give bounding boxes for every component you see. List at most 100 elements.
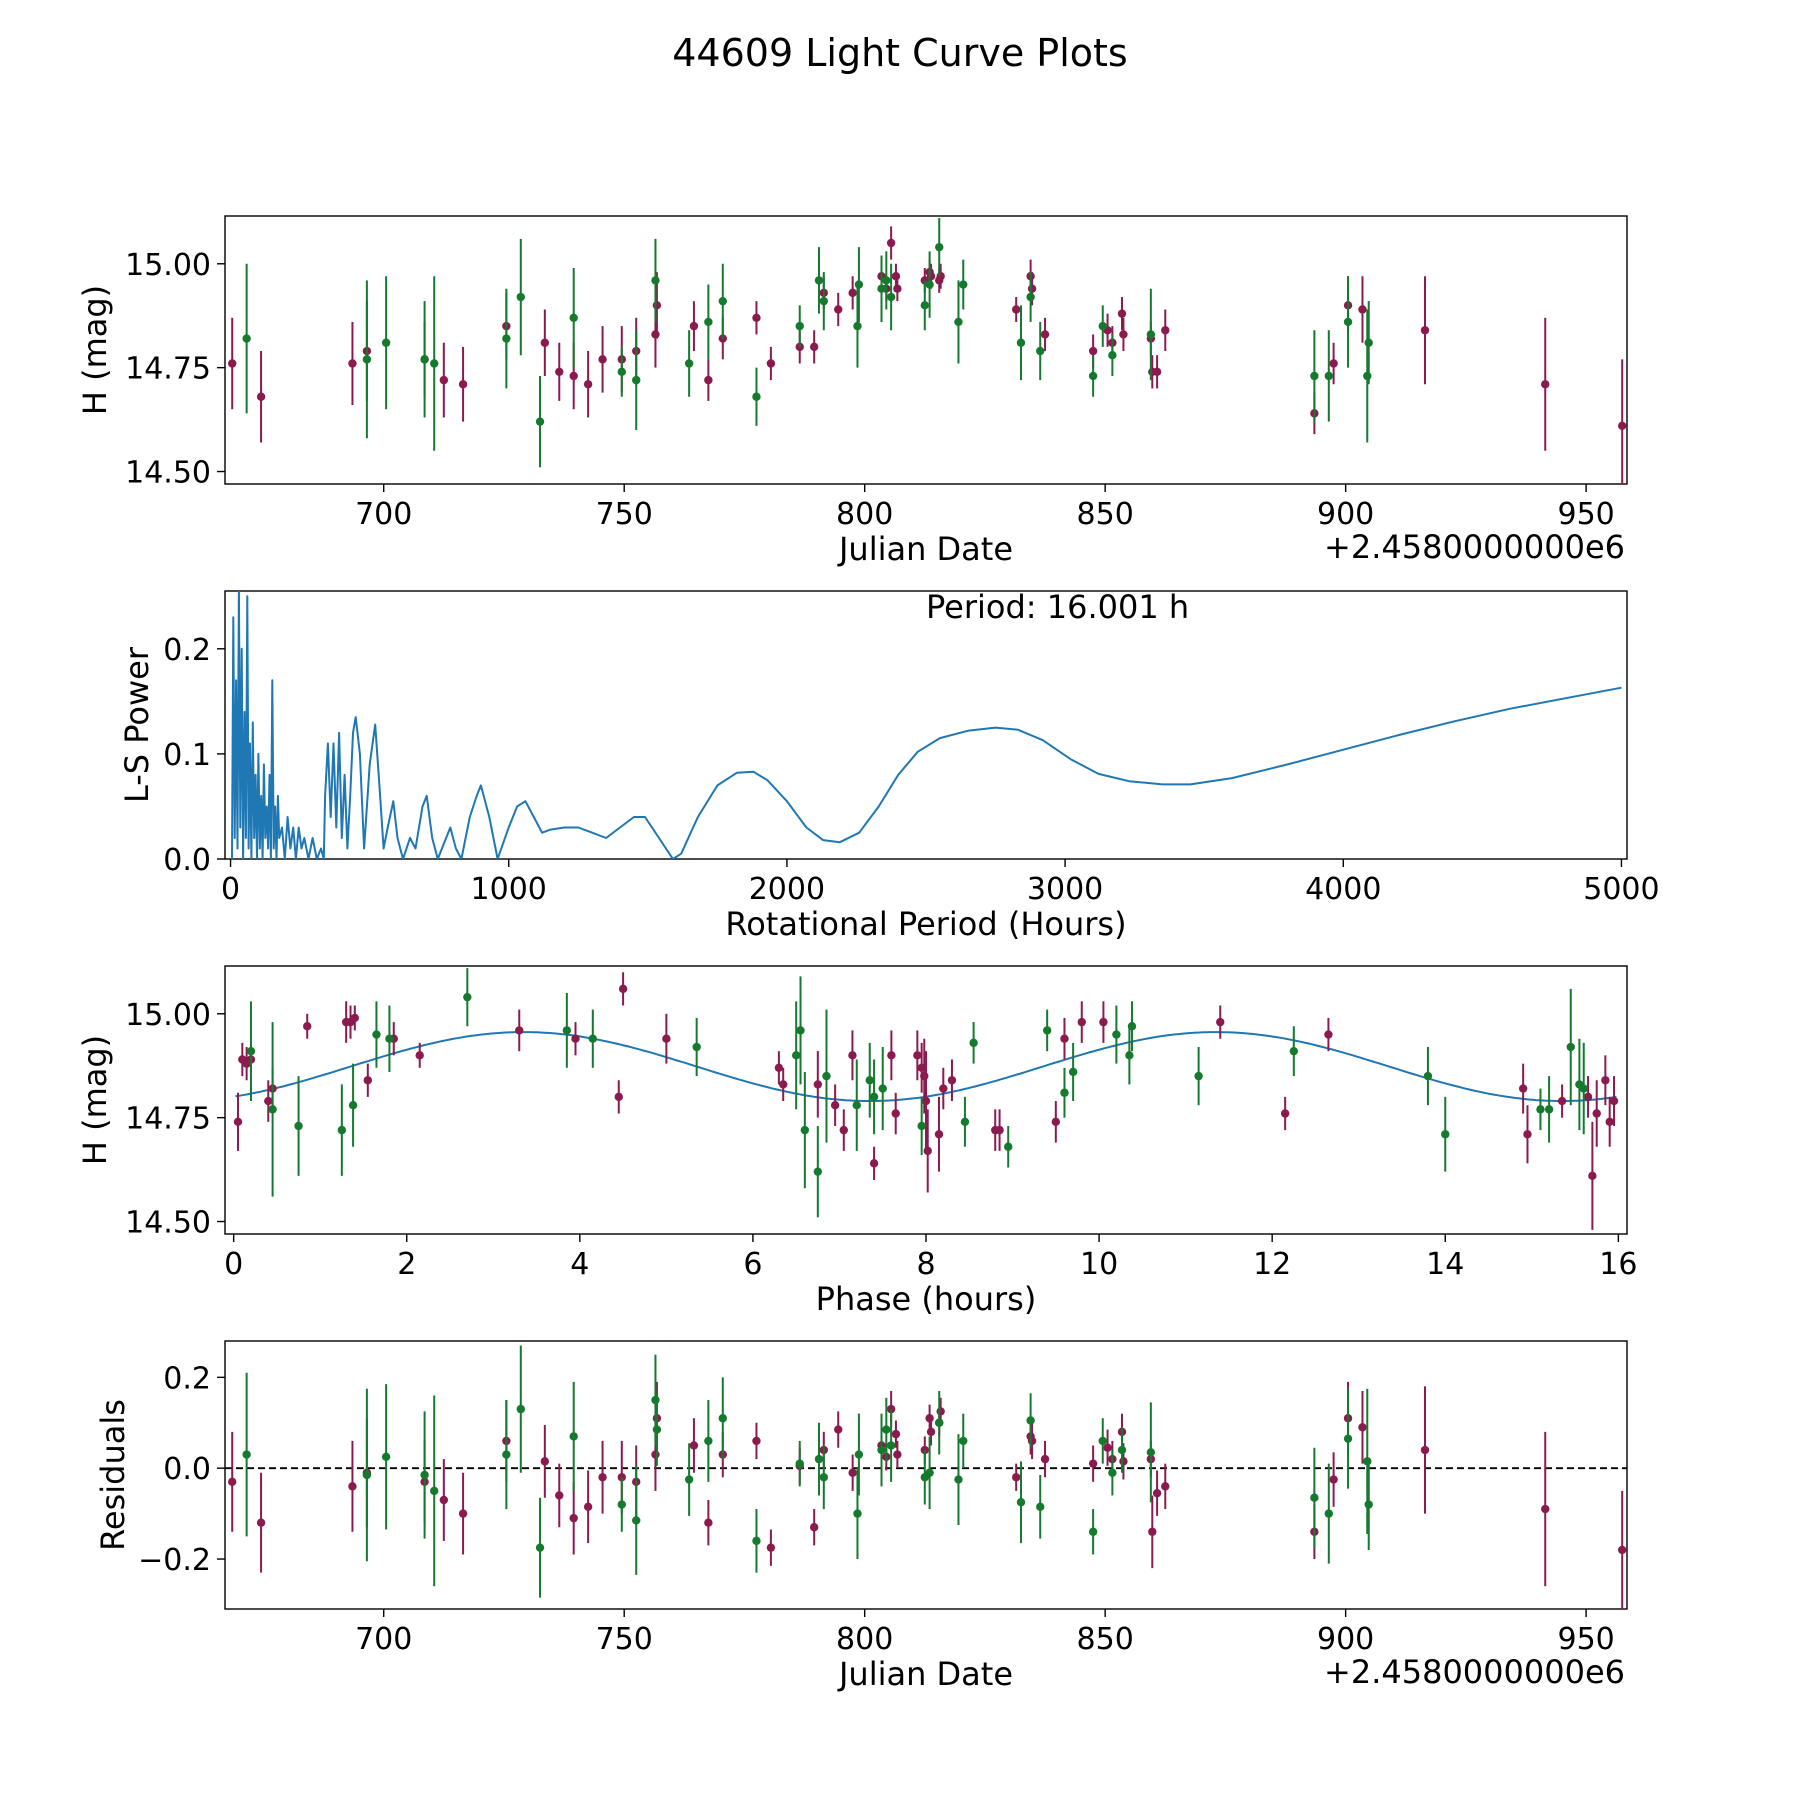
- phased-data-point: [1060, 1034, 1069, 1043]
- residuals-data-point: [439, 1495, 449, 1505]
- lightcurve-data-point: [848, 288, 857, 298]
- lightcurve-ytick-label: 15.00: [125, 248, 211, 283]
- residuals-data-point: [502, 1450, 511, 1459]
- lightcurve-data-point: [583, 380, 593, 389]
- periodogram-xlabel: Rotational Period (Hours): [725, 905, 1126, 943]
- phased-data-point: [415, 1051, 424, 1060]
- lightcurve-data-point: [704, 317, 713, 327]
- lightcurve-data-point: [617, 367, 626, 377]
- lightcurve-data-point: [1146, 330, 1156, 339]
- phased-ytick-label: 14.75: [125, 1102, 211, 1137]
- phased-data-point: [791, 1051, 801, 1060]
- lightcurve-data-point: [766, 359, 776, 368]
- phased-data-point: [1068, 1067, 1078, 1077]
- lightcurve-data-point: [1119, 330, 1128, 339]
- phased-data-point: [865, 1076, 874, 1085]
- phased-data-point: [1127, 1022, 1137, 1031]
- residuals-data-point: [458, 1509, 468, 1518]
- lightcurve-data-point: [809, 342, 819, 352]
- periodogram-plot-area: [231, 591, 1622, 859]
- residuals-data-point: [362, 1470, 372, 1480]
- periodogram-xtick-label: 1000: [471, 872, 547, 907]
- periodogram-ytick-label: 0.0: [163, 843, 211, 878]
- phased-data-point: [830, 1100, 840, 1110]
- residuals-xtick-label: 800: [836, 1622, 893, 1657]
- lightcurve-xtick-label: 850: [1077, 497, 1134, 532]
- phased-data-point: [800, 1125, 810, 1135]
- residuals-data-point: [1016, 1498, 1026, 1507]
- residuals-data-point: [1148, 1527, 1157, 1536]
- residuals-data-point: [704, 1518, 713, 1527]
- lightcurve-data-point: [853, 321, 862, 331]
- residuals-data-point: [1088, 1459, 1098, 1468]
- residuals-data-point: [926, 1427, 936, 1437]
- residuals-data-point: [569, 1513, 578, 1523]
- phased-data-point: [1441, 1130, 1450, 1139]
- lightcurve-data-point: [1364, 338, 1373, 347]
- lightcurve-data-point: [381, 338, 391, 347]
- lightcurve-data-point: [256, 392, 266, 401]
- residuals-xtick-label: 750: [596, 1622, 653, 1657]
- periodogram-panel: Period: 16.001 h Rotational Period (Hour…: [118, 588, 1660, 943]
- lightcurve-data-point: [439, 375, 449, 385]
- lightcurve-data-point: [819, 296, 828, 306]
- lightcurve-data-point: [891, 272, 901, 281]
- lightcurve-data-point: [1310, 371, 1319, 381]
- phased-data-point: [618, 984, 628, 994]
- lightcurve-xtick-label: 750: [596, 497, 653, 532]
- residuals-offset-label: +2.4580000000e6: [1324, 1653, 1625, 1691]
- phased-data-point: [1051, 1117, 1061, 1127]
- periodogram-ytick-label: 0.1: [163, 738, 211, 773]
- residuals-xtick-label: 700: [355, 1622, 412, 1657]
- lightcurve-data-point: [795, 321, 804, 331]
- phased-data-point: [1324, 1030, 1333, 1039]
- phased-data-point: [233, 1117, 243, 1127]
- phased-data-point: [1004, 1142, 1013, 1151]
- lightcurve-data-point: [555, 367, 564, 377]
- residuals-data-point: [877, 1445, 886, 1455]
- phased-data-point: [246, 1046, 256, 1056]
- phased-data-point: [372, 1030, 381, 1039]
- phased-data-point: [385, 1034, 394, 1043]
- phased-xtick-label: 14: [1426, 1247, 1464, 1282]
- lightcurve-data-point: [242, 334, 251, 343]
- lightcurve-data-point: [1016, 338, 1026, 347]
- residuals-data-point: [1310, 1493, 1319, 1502]
- phased-data-point: [913, 1051, 922, 1060]
- phased-data-point: [337, 1125, 347, 1135]
- lightcurve-data-point: [877, 284, 886, 293]
- lightcurve-data-point: [362, 355, 372, 364]
- residuals-ytick-label: 0.0: [163, 1452, 211, 1487]
- period-annotation: Period: 16.001 h: [926, 588, 1189, 626]
- periodogram-ytick-label: 0.2: [163, 633, 211, 668]
- residuals-data-point: [430, 1486, 439, 1496]
- phased-xtick-label: 10: [1080, 1247, 1118, 1282]
- residuals-data-point: [689, 1441, 699, 1450]
- lightcurve-data-point: [1040, 330, 1050, 339]
- lightcurve-data-point: [652, 301, 662, 310]
- phased-xlabel: Phase (hours): [816, 1280, 1037, 1318]
- residuals-data-point: [1617, 1545, 1627, 1555]
- residuals-data-point: [256, 1518, 266, 1527]
- phased-data-point: [350, 1013, 360, 1023]
- lightcurve-data-point: [920, 301, 929, 310]
- phased-data-point: [1099, 1017, 1108, 1027]
- phased-data-point: [869, 1092, 879, 1102]
- phased-data-point: [1216, 1017, 1225, 1027]
- lightcurve-data-point: [718, 296, 727, 306]
- residuals-data-point: [420, 1470, 429, 1480]
- residuals-ytick-label: −0.2: [138, 1543, 211, 1578]
- residuals-data-point: [1026, 1416, 1035, 1425]
- residuals-data-point: [814, 1454, 824, 1464]
- residuals-data-point: [1161, 1482, 1170, 1491]
- phased-data-point: [1566, 1042, 1575, 1052]
- lightcurve-data-point: [1011, 305, 1021, 314]
- phased-data-point: [1579, 1084, 1588, 1093]
- lightcurve-ytick-label: 14.50: [125, 456, 211, 491]
- lightcurve-data-point: [814, 276, 824, 285]
- lightcurve-data-point: [936, 272, 945, 281]
- phased-data-point: [1194, 1071, 1203, 1081]
- phased-data-point: [1125, 1051, 1134, 1060]
- residuals-data-point: [893, 1450, 902, 1459]
- lightcurve-data-point: [540, 338, 550, 347]
